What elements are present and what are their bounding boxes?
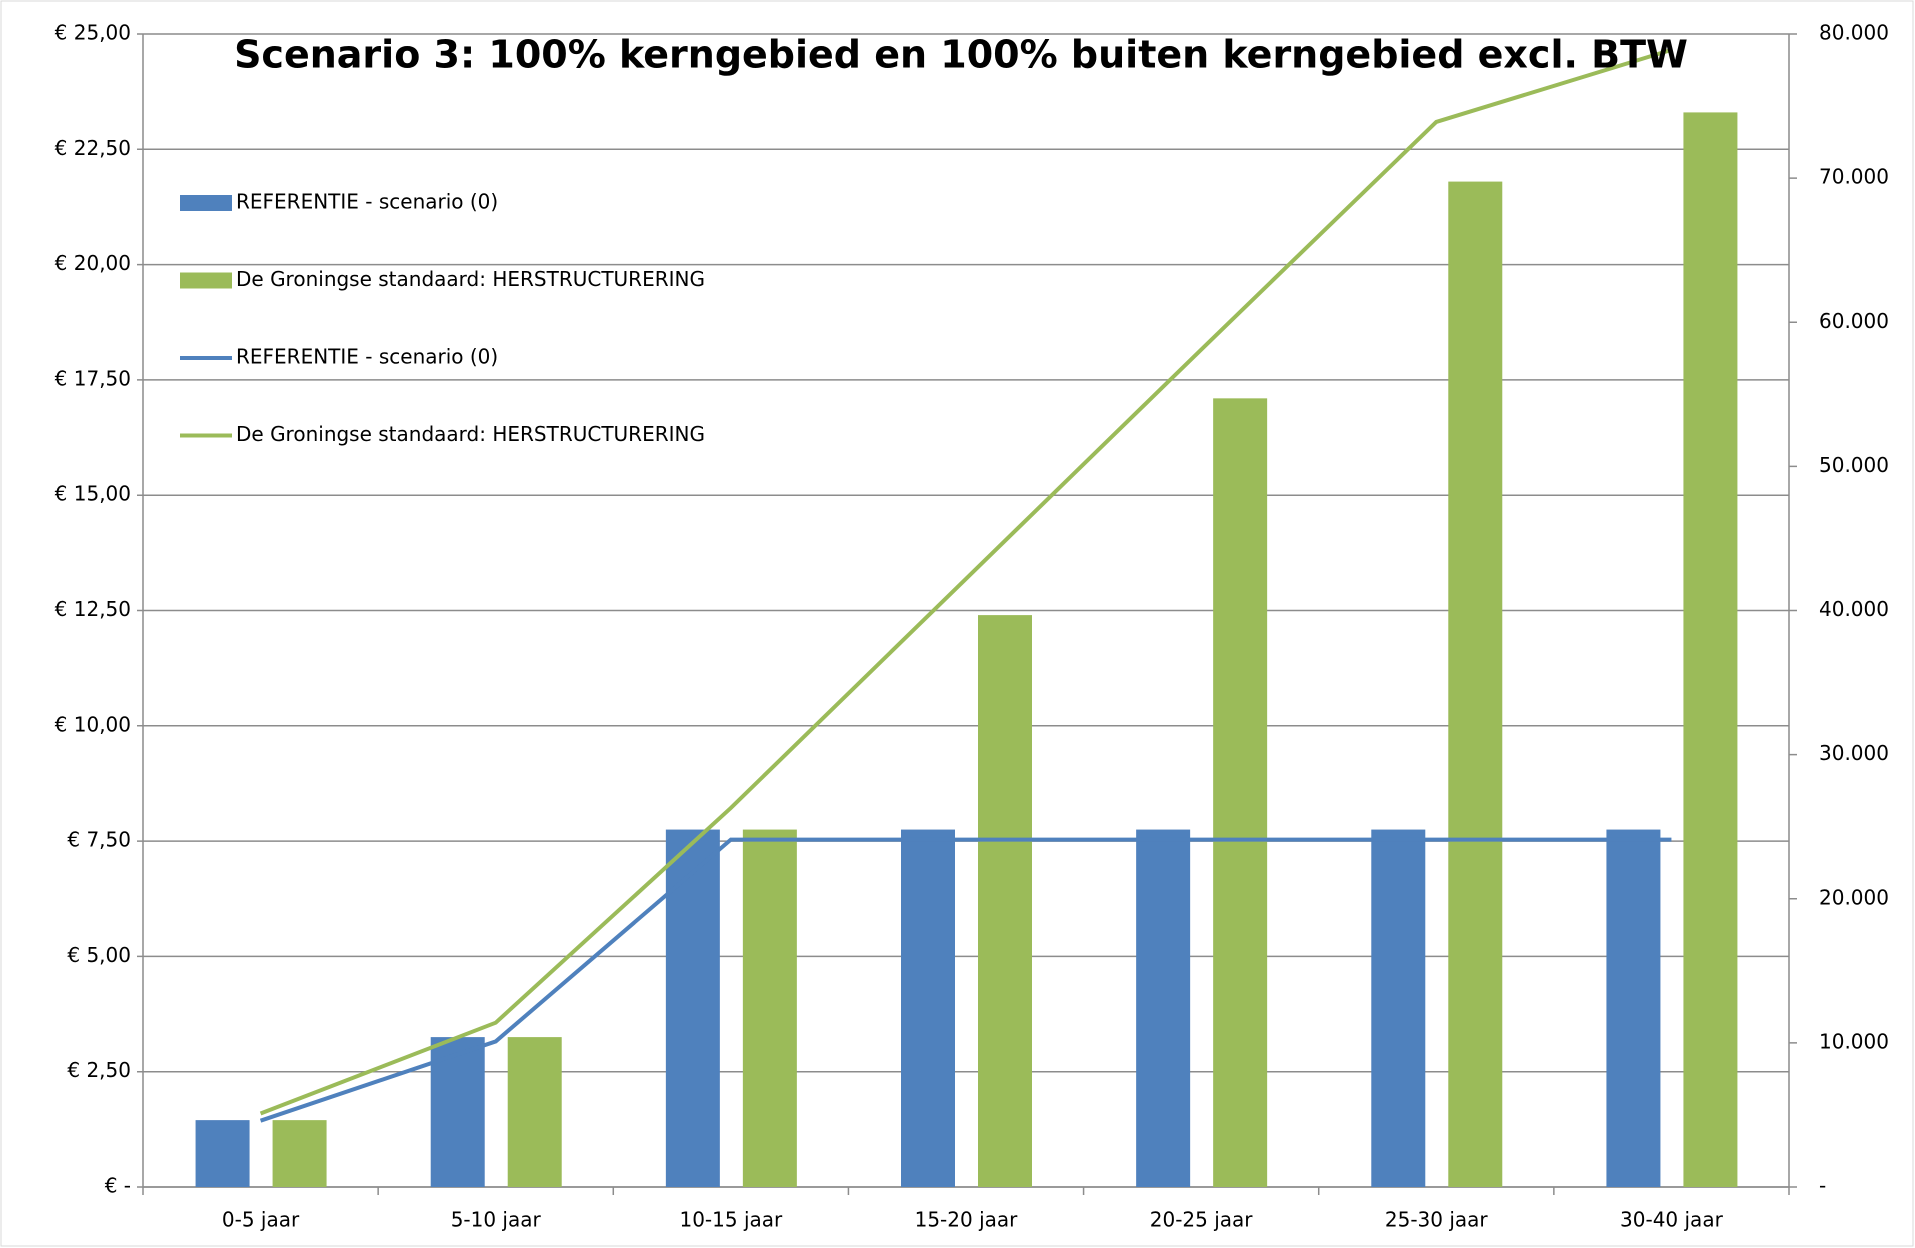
x-tick-label: 20-25 jaar bbox=[1150, 1208, 1254, 1232]
y2-tick-label: 20.000 bbox=[1819, 885, 1889, 909]
y-tick-label: € 15,00 bbox=[55, 482, 131, 506]
x-tick-label: 5-10 jaar bbox=[451, 1208, 542, 1232]
bar bbox=[1448, 181, 1503, 1188]
chart-title: Scenario 3: 100% kerngebied en 100% buit… bbox=[234, 33, 1688, 77]
line bbox=[259, 837, 1672, 1123]
legend-swatch bbox=[180, 195, 232, 211]
bar bbox=[1136, 829, 1191, 1187]
x-tick-label: 0-5 jaar bbox=[222, 1208, 300, 1232]
y2-tick-label: 80.000 bbox=[1819, 21, 1889, 45]
bar bbox=[742, 829, 797, 1187]
x-tick-label: 25-30 jaar bbox=[1385, 1208, 1489, 1232]
y2-tick-label: 10.000 bbox=[1819, 1029, 1889, 1053]
y2-tick-label: 30.000 bbox=[1819, 741, 1889, 765]
bar bbox=[1213, 398, 1268, 1187]
bar bbox=[507, 1037, 562, 1187]
bar bbox=[1606, 829, 1661, 1187]
legend-label: De Groningse standaard: HERSTRUCTURERING bbox=[236, 422, 705, 446]
bar bbox=[1371, 829, 1426, 1187]
y-tick-label: € 17,50 bbox=[55, 366, 131, 390]
bar bbox=[665, 829, 720, 1187]
y-tick-label: € 20,00 bbox=[55, 251, 131, 275]
y-tick-label: € 2,50 bbox=[67, 1058, 131, 1082]
legend-label: De Groningse standaard: HERSTRUCTURERING bbox=[236, 267, 705, 291]
y-tick-label: € 22,50 bbox=[55, 136, 131, 160]
y2-tick-label: 50.000 bbox=[1819, 453, 1889, 477]
y2-tick-label: 70.000 bbox=[1819, 165, 1889, 189]
x-tick-label: 15-20 jaar bbox=[915, 1208, 1019, 1232]
y2-tick-label: 60.000 bbox=[1819, 309, 1889, 333]
legend-label: REFERENTIE - scenario (0) bbox=[236, 190, 498, 214]
y-tick-label: € 12,50 bbox=[55, 597, 131, 621]
bar bbox=[272, 1120, 327, 1187]
x-tick-label: 10-15 jaar bbox=[679, 1208, 783, 1232]
legend-swatch bbox=[180, 272, 232, 289]
line bbox=[259, 47, 1673, 1116]
bar bbox=[195, 1120, 250, 1187]
bar bbox=[1683, 112, 1738, 1187]
y-tick-label: € 25,00 bbox=[55, 21, 131, 45]
bar bbox=[901, 829, 955, 1187]
y-tick-label: € - bbox=[105, 1174, 131, 1198]
y-tick-label: € 10,00 bbox=[55, 712, 131, 736]
bar bbox=[978, 615, 1032, 1187]
legend-label: REFERENTIE - scenario (0) bbox=[236, 345, 498, 369]
y-tick-label: € 5,00 bbox=[67, 943, 131, 967]
y2-tick-label: - bbox=[1819, 1174, 1826, 1198]
y-tick-label: € 7,50 bbox=[67, 828, 131, 852]
y2-tick-label: 40.000 bbox=[1819, 597, 1889, 621]
x-tick-label: 30-40 jaar bbox=[1620, 1208, 1724, 1232]
